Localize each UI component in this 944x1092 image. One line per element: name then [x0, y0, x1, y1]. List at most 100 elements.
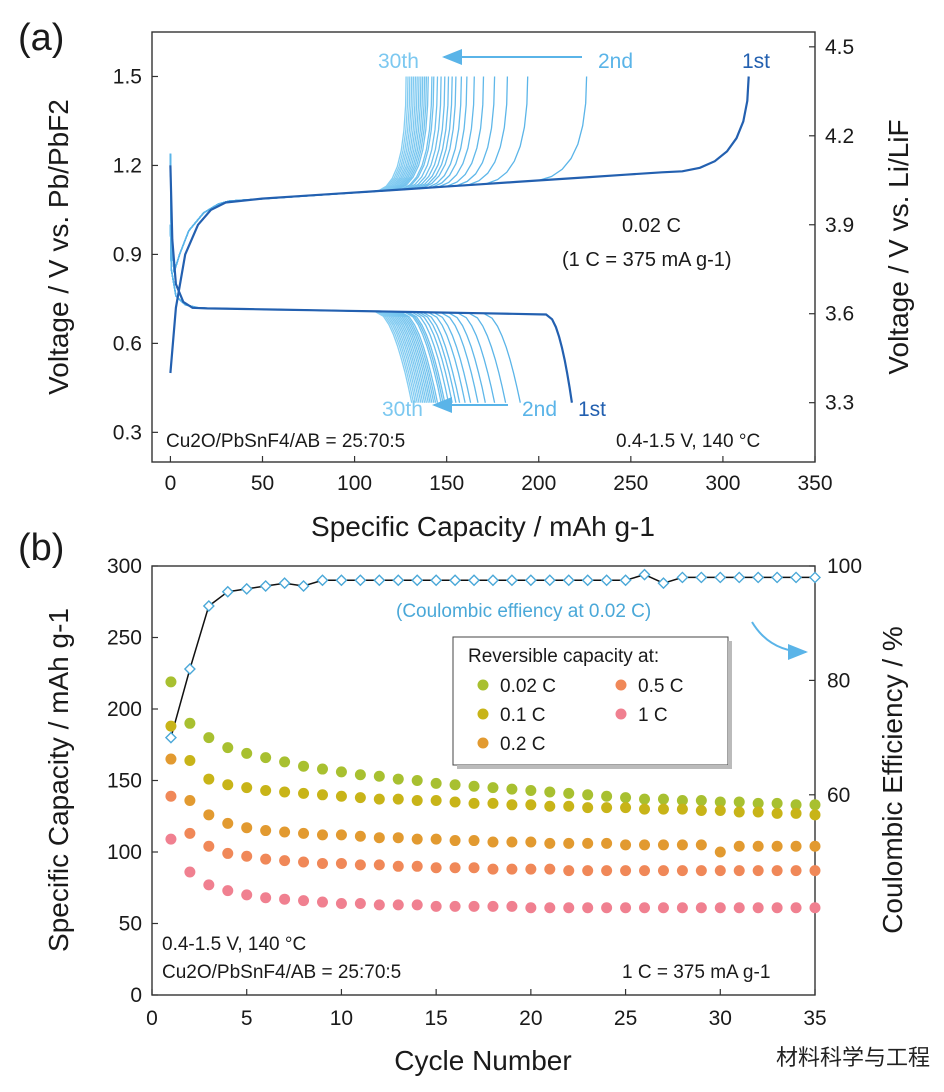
ce-note: (Coulombic effiency at 0.02 C)	[396, 601, 651, 622]
ce-point	[771, 571, 784, 584]
capacity-point-0.1C	[373, 793, 385, 805]
capacity-point-0.02C	[165, 676, 177, 688]
capacity-point-0.2C	[203, 809, 215, 821]
capacity-point-1C	[430, 900, 442, 912]
ce-point	[335, 574, 348, 587]
b-y-tick-label: 50	[119, 913, 142, 936]
b-y-tick-label: 100	[107, 841, 142, 864]
ce-point	[809, 571, 821, 584]
a-y-right-tick-label: 4.5	[825, 36, 854, 59]
capacity-point-0.02C	[790, 799, 802, 811]
capacity-point-0.5C	[449, 862, 461, 874]
capacity-point-0.02C	[260, 752, 272, 764]
capacity-point-0.02C	[354, 769, 366, 781]
rate-label: 0.02 C	[622, 215, 681, 237]
ce-point	[354, 574, 367, 587]
capacity-point-0.2C	[790, 840, 802, 852]
b-y-tick-label: 200	[107, 698, 142, 721]
capacity-point-1C	[487, 900, 499, 912]
a-y-right-tick-label: 3.3	[825, 392, 854, 415]
ce-point	[790, 571, 803, 584]
capacity-point-0.5C	[373, 859, 385, 871]
conditions-a: 0.4-1.5 V, 140 °C	[616, 431, 760, 452]
capacity-point-0.02C	[771, 797, 783, 809]
capacity-point-0.02C	[373, 770, 385, 782]
capacity-point-0.02C	[298, 760, 310, 772]
legend-item-0.2C: 0.2 C	[500, 734, 545, 755]
b-y-tick-label: 0	[130, 984, 142, 1007]
ce-point	[638, 568, 651, 581]
capacity-point-0.5C	[544, 863, 556, 875]
ce-point	[164, 731, 177, 744]
capacity-point-0.5C	[260, 853, 272, 865]
capacity-point-0.02C	[639, 793, 651, 805]
capacity-point-0.1C	[487, 797, 499, 809]
capacity-point-0.02C	[335, 766, 347, 778]
capacity-point-0.2C	[563, 837, 575, 849]
capacity-point-0.2C	[752, 840, 764, 852]
a-x-tick-label: 300	[705, 472, 740, 495]
capacity-point-0.02C	[392, 773, 404, 785]
charge-curve-cycle-17	[169, 76, 433, 273]
capacity-point-0.1C	[260, 785, 272, 797]
discharge-curve-cycle-29	[169, 224, 415, 403]
capacity-point-0.1C	[752, 806, 764, 818]
capacity-point-0.5C	[582, 865, 594, 877]
charge-curve-cycle-28	[169, 76, 411, 273]
capacity-point-0.02C	[411, 775, 423, 786]
ce-point	[297, 580, 310, 593]
capacity-point-1C	[657, 902, 669, 914]
legend-item-1C: 1 C	[638, 705, 668, 726]
charge-curve-cycle-18	[169, 76, 429, 273]
discharge-curve-cycle-1	[169, 165, 573, 403]
capacity-point-1C	[335, 897, 347, 909]
capacity-point-1C	[639, 902, 651, 914]
capacity-point-0.1C	[601, 802, 613, 814]
panel-b-y-axis-label-left: Specific Capacity / mAh g-1	[43, 608, 74, 952]
watermark: 材料科学与工程	[775, 1046, 930, 1071]
ce-point	[430, 574, 443, 587]
ce-point	[316, 574, 329, 587]
capacity-point-0.1C	[676, 803, 688, 815]
capacity-point-0.2C	[335, 829, 347, 841]
capacity-point-0.2C	[487, 836, 499, 848]
ce-point	[486, 574, 499, 587]
capacity-point-0.1C	[809, 809, 821, 821]
a-y-right-tick-label: 4.2	[825, 125, 854, 148]
capacity-point-0.5C	[733, 865, 745, 877]
capacity-point-0.1C	[733, 806, 745, 818]
a-x-tick-label: 200	[521, 472, 556, 495]
capacity-point-1C	[733, 902, 745, 914]
ce-point	[278, 577, 291, 590]
capacity-point-1C	[544, 902, 556, 914]
capacity-point-1C	[620, 902, 632, 914]
charge-curve-cycle-2	[169, 76, 588, 273]
capacity-point-0.02C	[714, 796, 726, 808]
rate-definition-b: 1 C = 375 mA g-1	[622, 962, 770, 983]
capacity-point-0.5C	[790, 865, 802, 877]
capacity-point-0.5C	[430, 862, 442, 874]
capacity-point-0.02C	[695, 795, 707, 807]
capacity-point-0.1C	[298, 787, 310, 799]
b-x-tick-label: 30	[709, 1007, 732, 1030]
capacity-point-0.1C	[430, 795, 442, 807]
capacity-point-0.5C	[657, 865, 669, 877]
b-x-tick-label: 35	[803, 1007, 826, 1030]
capacity-point-0.02C	[544, 786, 556, 798]
capacity-point-0.02C	[316, 763, 328, 775]
ce-point	[619, 574, 632, 587]
capacity-point-0.2C	[506, 836, 518, 848]
ce-point	[581, 574, 594, 587]
capacity-point-1C	[222, 885, 234, 897]
capacity-point-0.02C	[582, 789, 594, 801]
b-y-right-tick-label: 60	[827, 784, 850, 807]
charge-curve-cycle-26	[169, 76, 415, 273]
legend-shadow-bottom	[457, 765, 732, 769]
panel-a-frame	[151, 31, 816, 463]
panel-b-coulombic-efficiency	[164, 568, 821, 744]
capacity-point-0.2C	[392, 832, 404, 844]
ce-point	[449, 574, 462, 587]
capacity-point-1C	[279, 893, 291, 905]
capacity-point-1C	[203, 879, 215, 891]
